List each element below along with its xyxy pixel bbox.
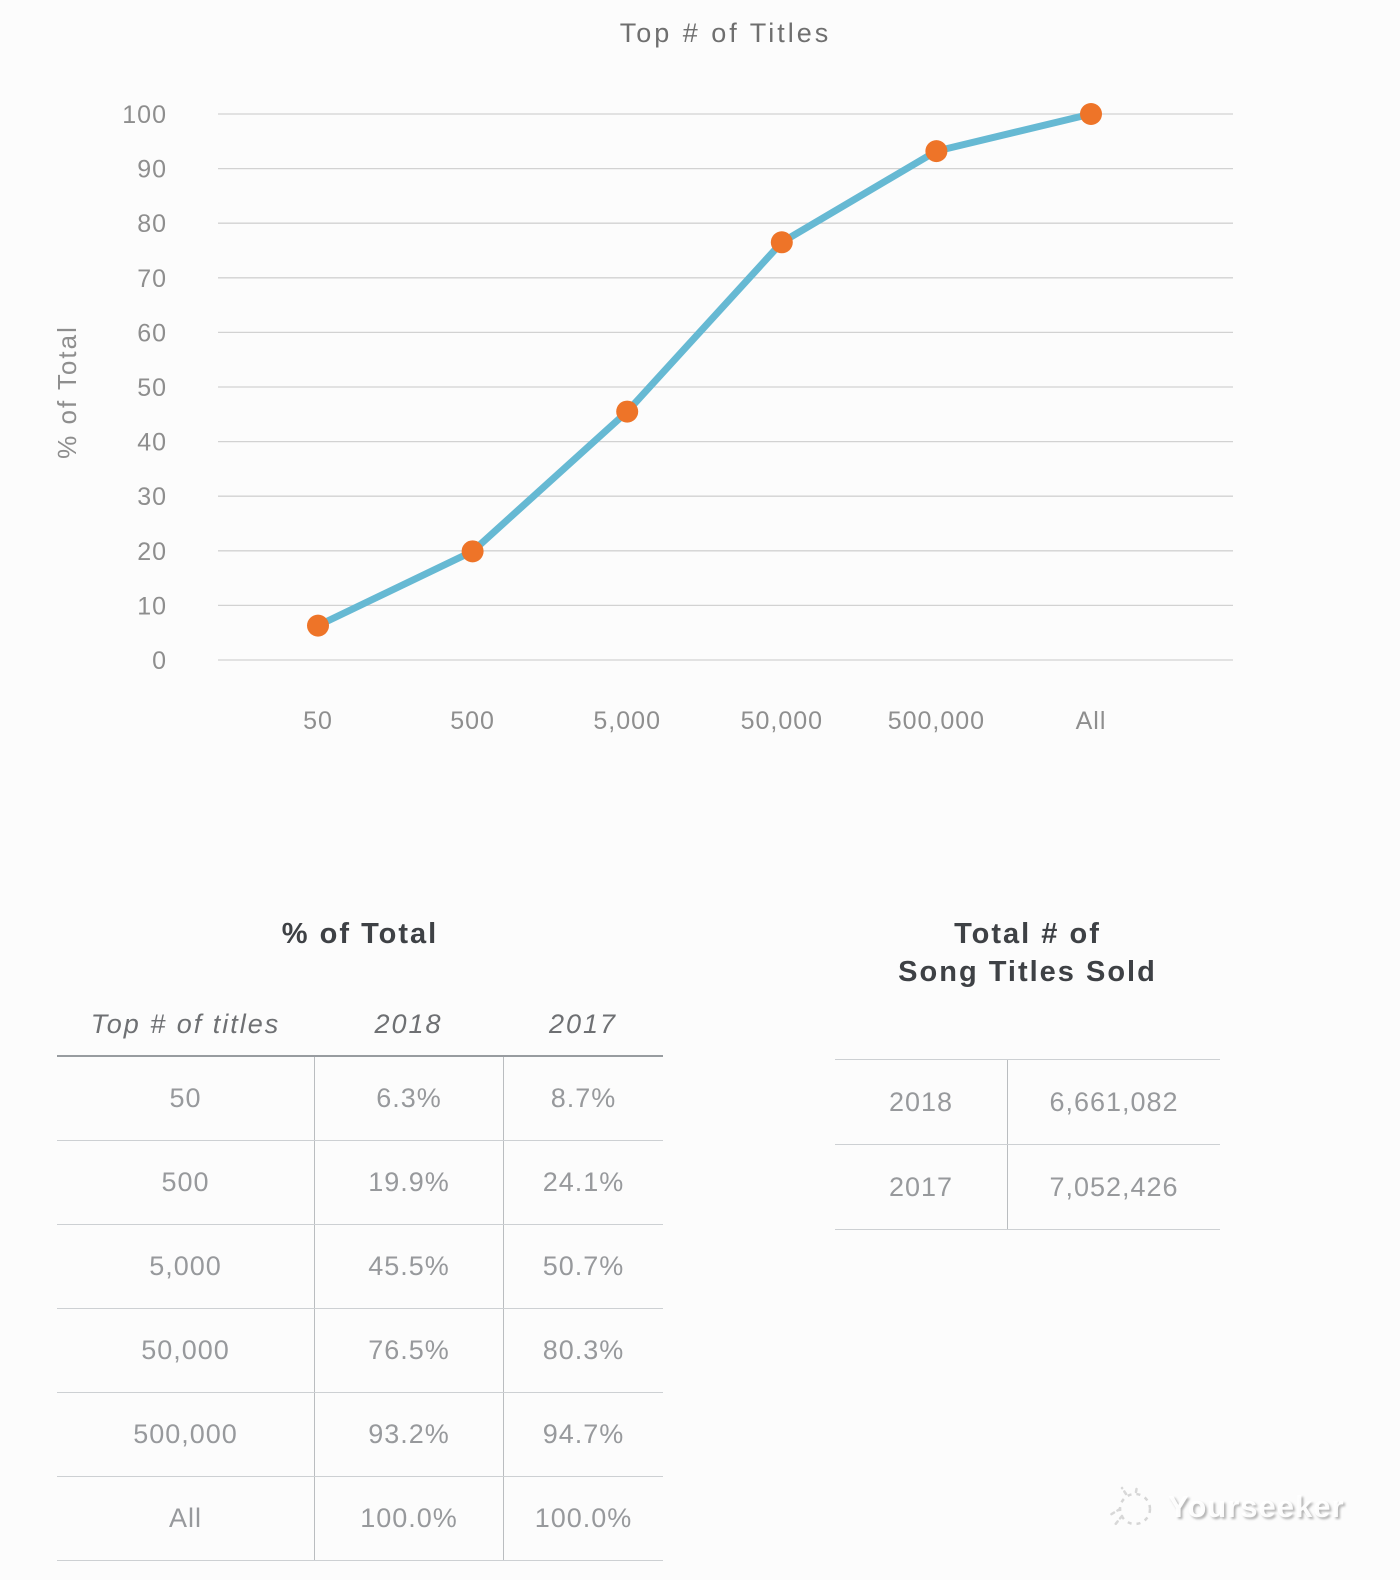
- data-point-marker: [1080, 103, 1102, 125]
- y-tick-label: 10: [137, 592, 167, 620]
- pct-col-header-2017: 2017: [548, 1008, 618, 1039]
- sold-table-row: 2018 6,661,082: [835, 1060, 1220, 1145]
- pct-col-header-top-titles: Top # of titles: [90, 1008, 281, 1039]
- pct-table-row: 50,000 76.5% 80.3%: [57, 1309, 663, 1393]
- data-point-marker: [770, 231, 793, 254]
- x-tick-label: All: [1076, 707, 1107, 735]
- data-point-marker: [307, 614, 329, 637]
- sold-table-title-line2: Song Titles Sold: [898, 956, 1157, 988]
- pct-cell-2018: 100.0%: [314, 1477, 503, 1560]
- y-tick-label: 80: [137, 210, 167, 238]
- pct-table-title: % of Total: [281, 918, 439, 950]
- pct-table-row: 500 19.9% 24.1%: [57, 1141, 663, 1225]
- pct-cell-top-titles: 500: [161, 1167, 210, 1197]
- yourseeker-logo-icon: [1108, 1484, 1152, 1528]
- sold-cell-year: 2017: [888, 1171, 954, 1202]
- line-chart: 0 10 20 30 40 50 60 70 80 90 100 % of Total 50 500 5,0…: [52, 101, 1233, 735]
- pct-cell-2017: 50.7%: [503, 1225, 663, 1308]
- pct-cell-top-titles: 5,000: [149, 1251, 222, 1281]
- x-tick-label: 50: [303, 707, 333, 735]
- pct-col-header-2018: 2018: [374, 1008, 443, 1039]
- y-tick-label: 30: [137, 483, 167, 511]
- data-point-marker: [925, 140, 948, 163]
- y-tick-label: 50: [137, 374, 167, 402]
- data-point-marker: [461, 540, 484, 563]
- pct-cell-top-titles: 50: [169, 1083, 202, 1113]
- pct-cell-top-titles: All: [168, 1503, 202, 1533]
- y-tick-label: 40: [137, 429, 167, 457]
- y-tick-label: 100: [122, 101, 167, 129]
- pct-cell-2018: 76.5%: [314, 1309, 503, 1392]
- pct-table-row: 5,000 45.5% 50.7%: [57, 1225, 663, 1309]
- pct-cell-2017: 24.1%: [503, 1141, 663, 1224]
- x-tick-label: 500,000: [888, 707, 985, 735]
- x-tick-label: 5,000: [593, 707, 661, 735]
- pct-cell-2018: 93.2%: [314, 1393, 503, 1476]
- pct-table-row: All 100.0% 100.0%: [57, 1477, 663, 1561]
- total-sold-table: Total # of Song Titles Sold 2018 6,661,08…: [835, 915, 1220, 1230]
- pct-table-row: 50 6.3% 8.7%: [57, 1057, 663, 1141]
- y-tick-label: 90: [137, 156, 167, 184]
- y-axis-title: % of Total: [52, 325, 82, 459]
- pct-cell-2017: 100.0%: [503, 1477, 663, 1560]
- sold-cell-total: 7,052,426: [1007, 1145, 1220, 1229]
- y-tick-label: 70: [137, 265, 167, 293]
- sold-cell-year: 2018: [888, 1086, 954, 1117]
- y-tick-label: 0: [152, 647, 167, 675]
- x-tick-label: 50,000: [741, 707, 823, 735]
- pct-table-body: 50 6.3% 8.7% 500 19.9% 24.1% 5,000 45.5% 50.7% 50…: [57, 1057, 663, 1561]
- watermark-label: Yourseeker: [1168, 1489, 1345, 1524]
- chart-title: Top # of Titles: [619, 18, 832, 48]
- pct-cell-2018: 6.3%: [314, 1057, 503, 1140]
- sold-cell-total: 6,661,082: [1007, 1060, 1220, 1144]
- pct-of-total-table: % of Total Top # of titles 2018 2017 50 6…: [57, 915, 663, 1561]
- pct-table-header-row: Top # of titles 2018 2017: [57, 993, 663, 1057]
- pct-cell-2017: 80.3%: [503, 1309, 663, 1392]
- watermark: Yourseeker: [1106, 1482, 1345, 1532]
- sold-table-title-line1: Total # of: [954, 918, 1101, 950]
- x-tick-label: 500: [450, 707, 495, 735]
- pct-cell-2018: 45.5%: [314, 1225, 503, 1308]
- data-point-marker: [616, 400, 639, 423]
- pct-table-row: 500,000 93.2% 94.7%: [57, 1393, 663, 1477]
- sold-table-row: 2017 7,052,426: [835, 1145, 1220, 1230]
- pct-cell-2017: 8.7%: [503, 1057, 663, 1140]
- y-tick-label: 60: [137, 319, 167, 347]
- pct-cell-top-titles: 50,000: [141, 1335, 230, 1365]
- series-line: [314, 110, 1095, 630]
- sold-table-body: 2018 6,661,082 2017 7,052,426: [835, 1059, 1220, 1230]
- pct-cell-top-titles: 500,000: [133, 1419, 238, 1449]
- pct-cell-2018: 19.9%: [314, 1141, 503, 1224]
- y-tick-label: 20: [137, 538, 167, 566]
- pct-cell-2017: 94.7%: [503, 1393, 663, 1476]
- sold-table-title: Total # of Song Titles Sold: [835, 915, 1220, 991]
